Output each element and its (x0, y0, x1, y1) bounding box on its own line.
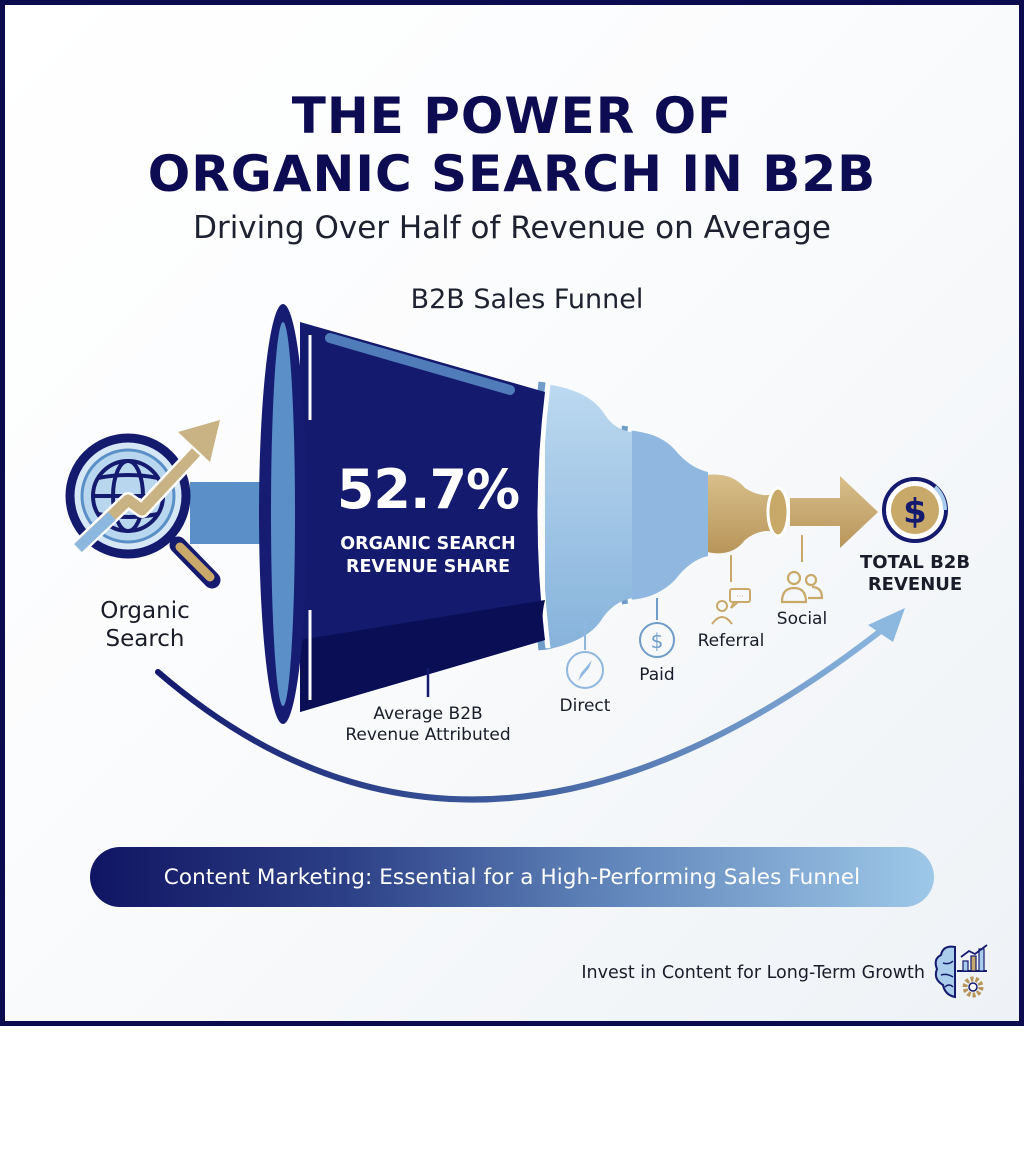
people-icon (780, 570, 824, 604)
callout-label: Average B2B Revenue Attributed (318, 704, 538, 746)
funnel-segment-organic (259, 304, 545, 724)
channel-social-marker (780, 535, 824, 604)
arc-arrowhead-icon (868, 608, 905, 642)
headline-caption-line-2: REVENUE SHARE (345, 557, 511, 577)
svg-text:···: ··· (736, 592, 744, 601)
arrow-right-icon (790, 476, 878, 548)
source-label-line-1: Organic (100, 598, 190, 624)
channel-label-social: Social (776, 609, 828, 629)
brain-chart-gear-icon (934, 944, 988, 999)
banner-text: Content Marketing: Essential for a High-… (163, 864, 861, 890)
funnel-diagram: $ ··· $ (65, 304, 988, 999)
channel-label-direct: Direct (559, 696, 611, 716)
footer-text: Invest in Content for Long-Term Growth (581, 963, 925, 983)
svg-text:$: $ (651, 629, 664, 653)
channel-paid-marker: $ (639, 598, 675, 658)
headline-caption-line-1: ORGANIC SEARCH (340, 534, 516, 554)
title-line-2: ORGANIC SEARCH IN B2B (147, 145, 877, 203)
outcome-label-line-1: TOTAL B2B (859, 552, 971, 573)
person-chat-icon (711, 588, 751, 625)
title-line-1: THE POWER OF (291, 87, 733, 145)
callout-line-1: Average B2B (373, 704, 483, 724)
dollar-coin-icon: $ (882, 477, 948, 543)
subtitle: Driving Over Half of Revenue on Average (193, 210, 831, 246)
globe-search-growth-icon (65, 420, 221, 589)
outcome-label: TOTAL B2B REVENUE (845, 552, 985, 596)
dollar-circle-icon (639, 622, 675, 658)
svg-text:$: $ (903, 492, 927, 532)
content-marketing-banner: Content Marketing: Essential for a High-… (90, 847, 934, 907)
funnel-segment-gold (700, 473, 878, 554)
compass-icon (566, 651, 604, 689)
headline-value: 52.7% (336, 458, 520, 521)
callout-line-2: Revenue Attributed (345, 725, 511, 745)
funnel-segment-direct (530, 381, 632, 651)
source-label-line-2: Search (105, 626, 185, 652)
channel-label-paid: Paid (639, 665, 675, 685)
source-label: Organic Search (70, 597, 220, 653)
channel-direct-marker (566, 620, 604, 689)
return-arc (155, 608, 905, 803)
funnel-title: B2B Sales Funnel (410, 284, 644, 315)
headline-caption: ORGANIC SEARCH REVENUE SHARE (308, 533, 548, 579)
channel-label-referral: Referral (697, 631, 765, 651)
channel-referral-marker: ··· (711, 555, 751, 625)
outcome-label-line-2: REVENUE (867, 574, 963, 595)
